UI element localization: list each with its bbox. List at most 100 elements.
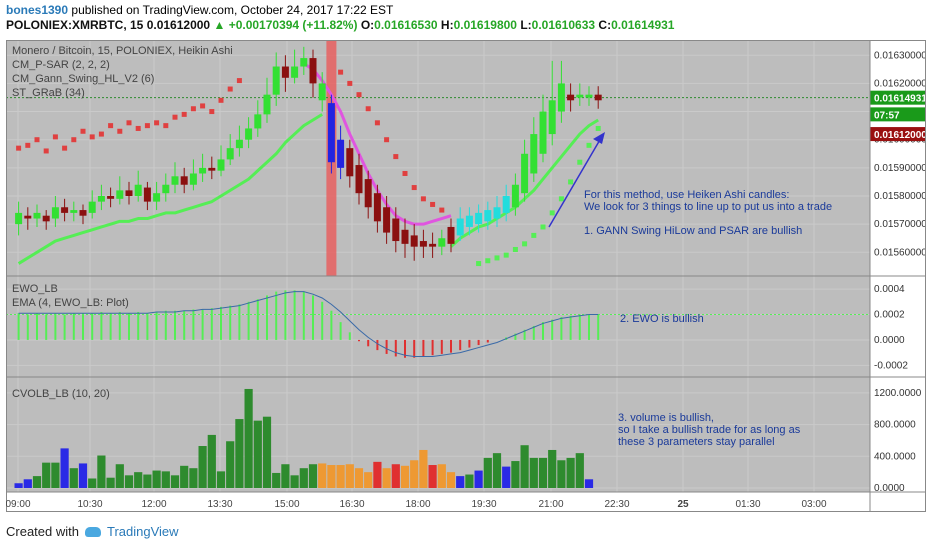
psar-dot [218,97,224,103]
price-axis-tick: 0.01560000 [874,247,926,258]
time-axis-label: 12:00 [141,499,166,510]
volume-bar [272,472,281,488]
candle-body [484,210,492,222]
volume-bar [502,466,511,488]
candle-body [355,165,363,194]
volume-annotation-line: so I take a bullish trade for as long as [618,424,801,436]
price-axis-tick: 0.01620000 [874,78,926,89]
candle-body [15,212,23,225]
candle-body [162,184,170,194]
psar-dot [494,255,500,261]
volume-bar [78,463,88,488]
candle-body [153,193,161,202]
candle-body [180,176,188,185]
price-axis-tick: 0.01570000 [874,219,926,230]
psar-dot [586,142,592,148]
volume-bar [465,474,474,488]
volume-bar [548,449,557,488]
created-with-text: Created with [6,524,79,539]
volume-bar [364,472,373,488]
price-legend-item: CM_P-SAR (2, 2, 2) [12,59,110,71]
footer: Created with TradingView [6,524,179,539]
price-axis-tick: 0.01590000 [874,163,926,174]
ewo-axis-tick: -0.0002 [874,360,908,371]
time-axis-label: 22:30 [604,499,629,510]
volume-bar [308,464,318,488]
volume-bar [529,457,538,488]
psar-dot [549,210,555,216]
candle-body [429,243,437,247]
price-tag-label: 07:57 [874,110,900,121]
candle-body [447,226,455,244]
candle-body [125,190,133,196]
price-tag [870,127,926,142]
symbol-label: POLONIEX:XMRBTC, 15 [6,18,144,32]
psar-dot [126,120,132,126]
open-value: 0.01616530 [374,18,438,32]
tradingview-link[interactable]: TradingView [106,524,179,539]
candle-body [373,193,381,222]
volume-bar [32,476,42,488]
ewo-legend-item: EMA (4, EWO_LB: Plot) [12,297,129,309]
time-axis-label: 19:30 [471,499,496,510]
volume-bar [492,453,502,488]
psar-dot [34,137,40,143]
price-tag-label: 0.01612000 [874,130,926,141]
volume-bar [23,479,32,488]
close-value: 0.01614931 [611,18,675,32]
volume-bar [51,462,60,488]
volume-bar [483,457,492,488]
candle-body [419,241,427,247]
volume-axis-tick: 1200.0000 [874,388,922,399]
candle-body [134,184,142,196]
psar-dot [558,196,564,202]
candle-body [88,201,96,213]
volume-bar [382,468,391,488]
volume-bar [152,470,161,488]
time-axis-label: 21:00 [538,499,563,510]
psar-dot [338,69,344,75]
candle-body [291,66,299,78]
volume-bar [410,460,419,488]
price-annotation-line: 1. GANN Swing HiLow and PSAR are bullish [584,225,802,237]
volume-axis-tick: 800.0000 [874,420,916,431]
candle-body [171,176,179,185]
volume-bar [318,463,327,488]
candle-body [364,179,372,208]
psar-dot [411,185,417,191]
volume-annotation-line: 3. volume is bullish, [618,412,714,424]
time-axis-label: 01:30 [735,499,760,510]
volume-bar [198,446,207,488]
high-value: 0.01619800 [453,18,517,32]
candle-body [401,229,409,244]
candle-body [24,215,32,219]
psar-dot [540,224,546,230]
ewo-ema-line [18,291,599,357]
candle-body [539,111,547,154]
psar-dot [135,125,141,131]
publisher-name[interactable]: bones1390 [6,3,69,17]
candle-body [42,215,50,222]
candle-body [337,139,345,168]
price-tag [870,90,926,105]
ewo-legend-item: EWO_LB [12,283,58,295]
low-value: 0.01610633 [531,18,596,32]
volume-legend-item: CVOLB_LB (10, 20) [12,388,110,400]
volume-bar [143,474,152,488]
candle-body [530,134,538,174]
psar-dot [522,241,528,247]
candle-body [475,212,483,225]
price-annotation-line: For this method, use Heiken Ashi candles… [584,189,789,201]
time-axis-label: 25 [677,499,689,510]
publish-line: bones1390 published on TradingView.com, … [6,3,674,18]
volume-bar [391,464,400,488]
volume-bar [538,457,548,488]
chart-svg[interactable]: 0.016300000.016200000.016100000.01600000… [6,40,926,512]
chart-frame[interactable]: 0.016300000.016200000.016100000.01600000… [6,40,926,512]
psar-dot [384,137,390,143]
psar-dot [347,80,353,86]
price-legend-item: CM_Gann_Swing_HL_V2 (6) [12,73,154,85]
header: bones1390 published on TradingView.com, … [6,3,674,33]
psar-dot [172,114,178,120]
volume-bar [584,479,594,488]
